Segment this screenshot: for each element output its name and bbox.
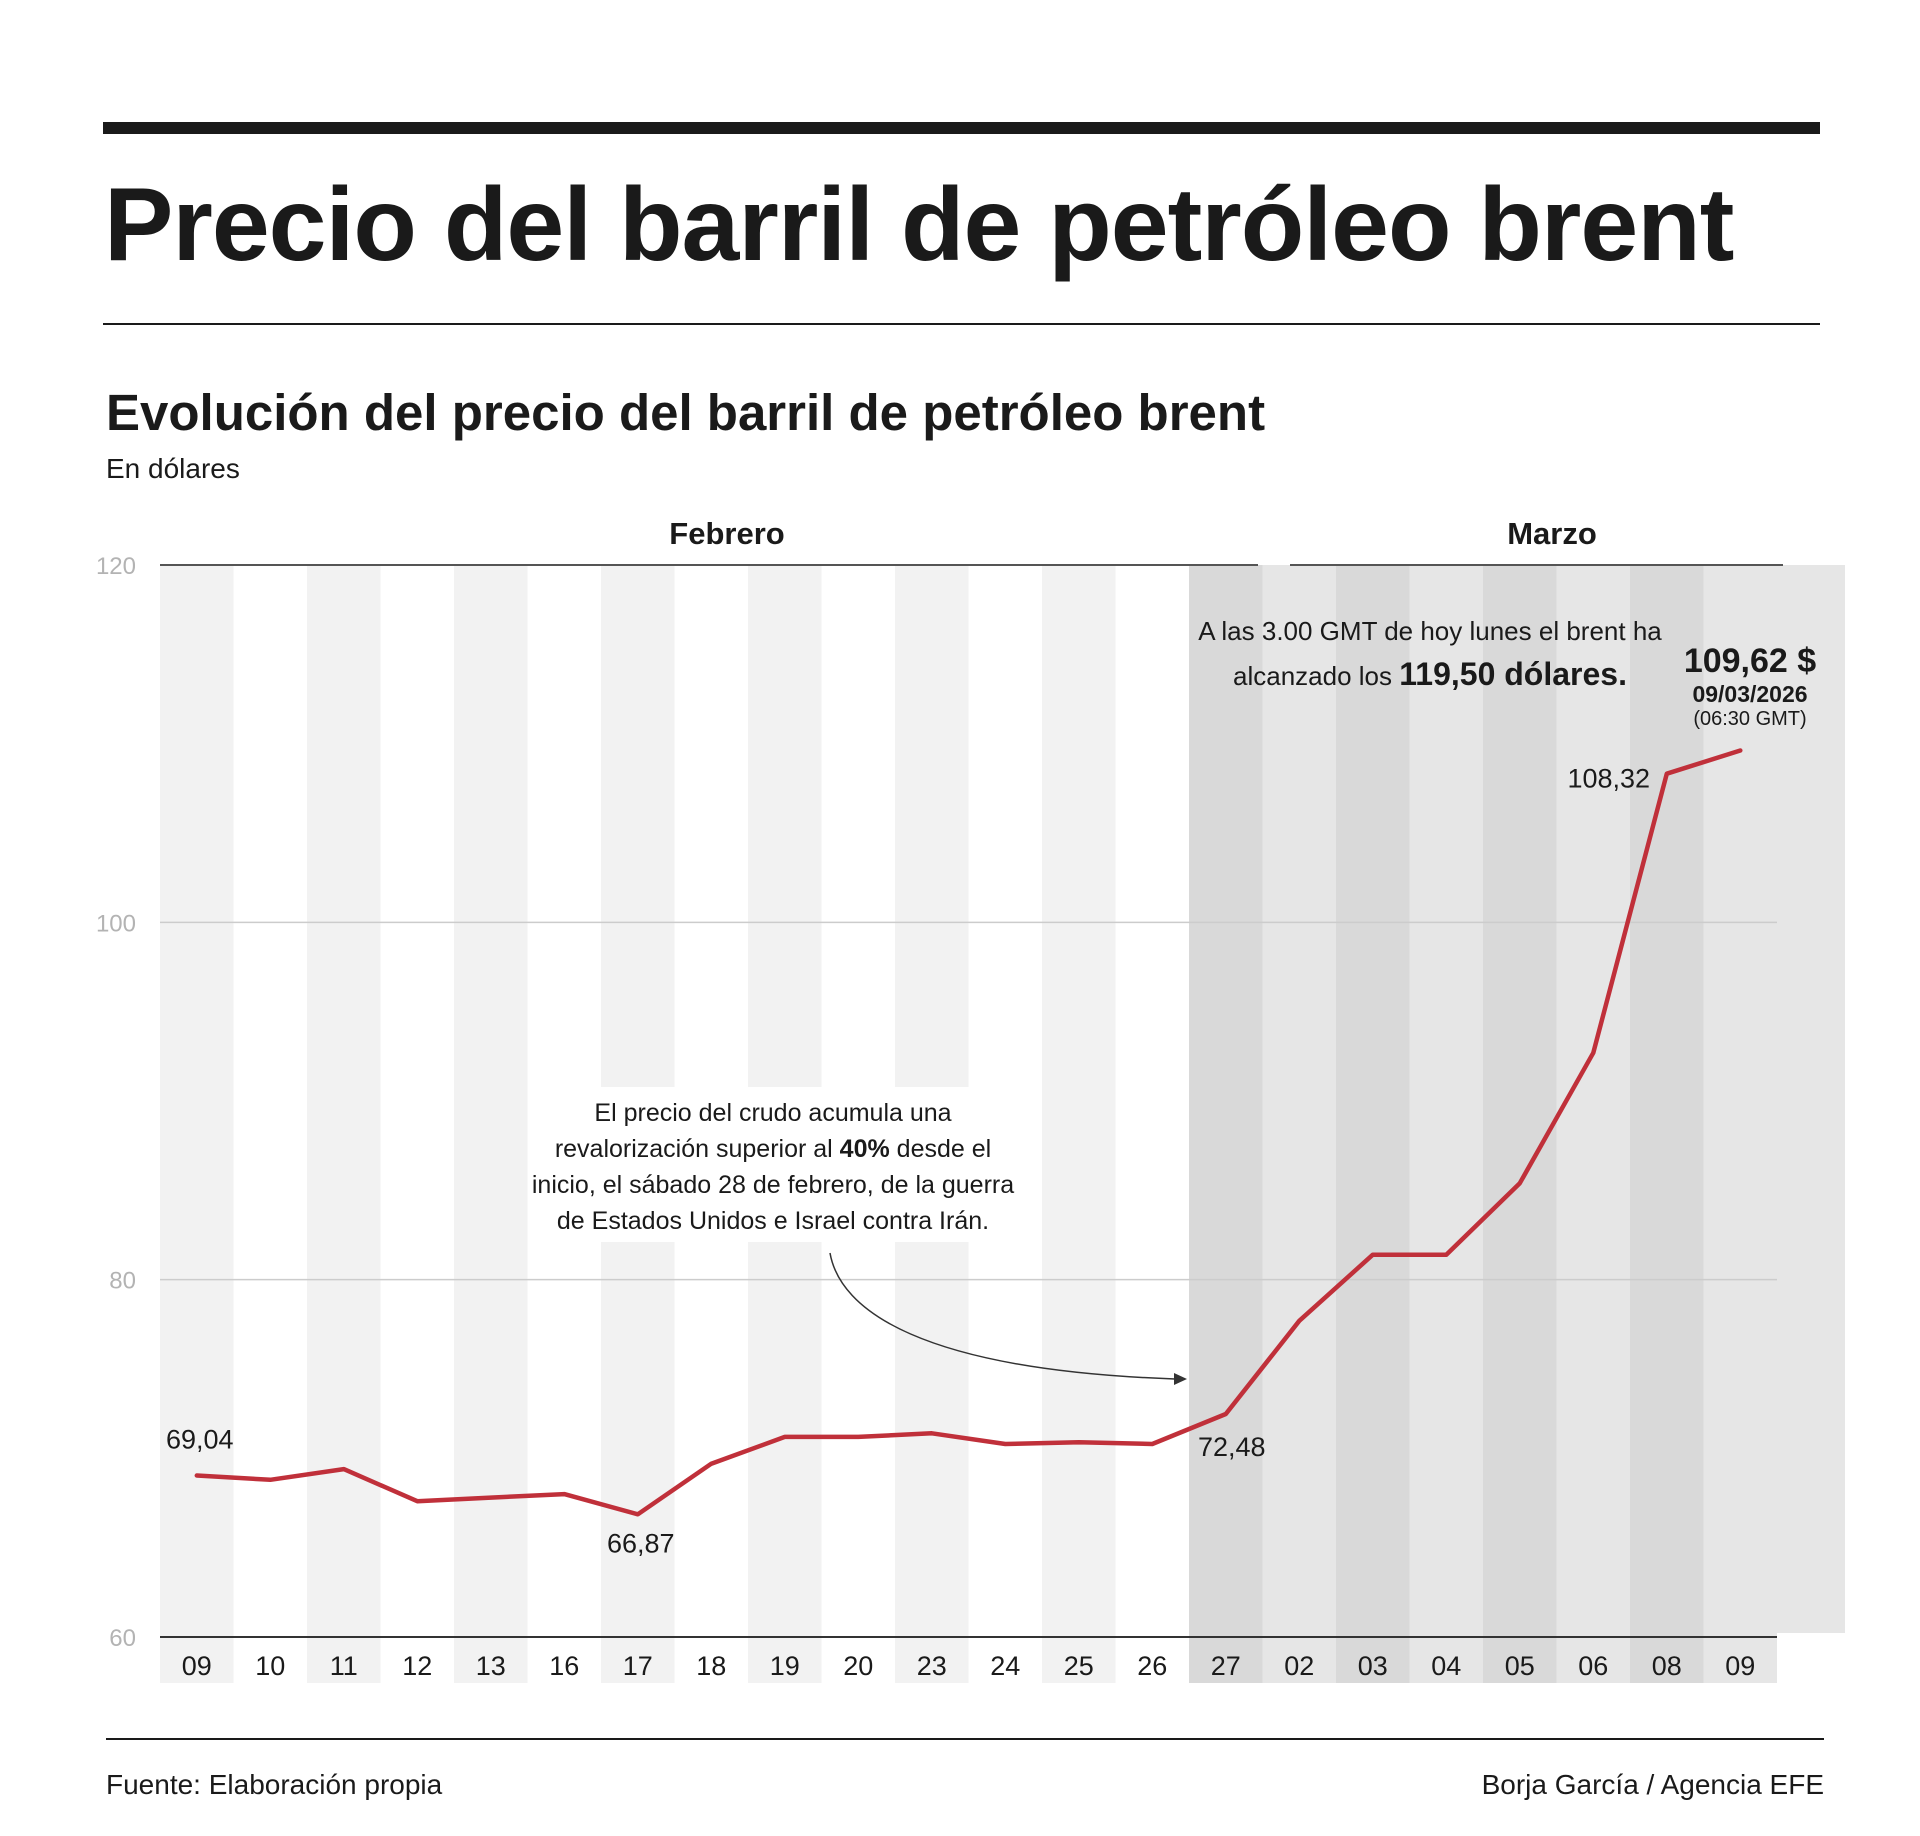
column-band: [1115, 565, 1189, 1683]
annotation-middle-line3: inicio, el sábado 28 de febrero, de la g…: [531, 1171, 1015, 1199]
gridlines: [160, 564, 1783, 1638]
page-title: Precio del barril de petróleo brent: [104, 167, 1734, 283]
column-band: [307, 565, 381, 1683]
column-band: [1336, 565, 1410, 1683]
source-note: Fuente: Elaboración propia: [106, 1769, 443, 1800]
y-tick-80: 80: [109, 1268, 136, 1295]
x-tick-label: 27: [1211, 1651, 1241, 1681]
x-tick-label: 10: [255, 1651, 285, 1681]
column-band: [160, 565, 234, 1683]
x-tick-label: 08: [1652, 1651, 1682, 1681]
column-band: [454, 565, 528, 1683]
annotation-arrow: [829, 1252, 1187, 1385]
y-tick-100: 100: [96, 910, 136, 937]
x-tick-label: 23: [917, 1651, 947, 1681]
credit-note: Borja García / Agencia EFE: [1481, 1769, 1824, 1800]
data-label: 72,48: [1198, 1432, 1266, 1462]
x-tick-label: 05: [1505, 1651, 1535, 1681]
column-band: [1556, 565, 1630, 1683]
annotation-arrow-curve: [829, 1252, 1176, 1380]
chart-unit-label: En dólares: [106, 453, 240, 484]
x-tick-label: 12: [402, 1651, 432, 1681]
series-brent-line: [194, 748, 1743, 1517]
x-tick-label: 03: [1358, 1651, 1388, 1681]
x-tick-label: 24: [990, 1651, 1020, 1681]
annotation-middle-line4: de Estados Unidos e Israel contra Irán.: [556, 1207, 990, 1235]
x-tick-label: 04: [1431, 1651, 1461, 1681]
final-value: 109,62 $: [1683, 642, 1817, 680]
data-label: 108,32: [1567, 764, 1650, 794]
title-rule: [103, 323, 1820, 325]
annotation-middle-line1: El precio del crudo acumula una: [594, 1099, 952, 1127]
annotation-top-line2: alcanzado los 119,50 dólares.: [1180, 653, 1680, 698]
month-headers: Febrero Marzo: [669, 516, 1597, 551]
x-tick-label: 19: [770, 1651, 800, 1681]
column-band: [1042, 565, 1116, 1683]
x-tick-label: 26: [1137, 1651, 1167, 1681]
final-date: 09/03/2026: [1692, 681, 1808, 708]
column-band: [1483, 565, 1557, 1683]
annotation-arrowhead: [1174, 1373, 1187, 1385]
month-label-marzo: Marzo: [1507, 516, 1597, 551]
annotation-middle: El precio del crudo acumula una revalori…: [528, 1087, 1018, 1242]
y-tick-60: 60: [109, 1625, 136, 1652]
x-tick-label: 02: [1284, 1651, 1314, 1681]
chart-title: Evolución del precio del barril de petró…: [106, 384, 1266, 441]
highlight-extension: [1777, 565, 1845, 1633]
annotation-top-line1: A las 3.00 GMT de hoy lunes el brent ha: [1198, 616, 1662, 646]
column-bands: [160, 565, 1845, 1683]
top-rule: [103, 122, 1820, 134]
annotation-top: A las 3.00 GMT de hoy lunes el brent ha …: [1180, 610, 1680, 698]
y-tick-120: 120: [96, 553, 136, 580]
x-tick-label: 16: [549, 1651, 579, 1681]
column-band: [1703, 565, 1777, 1683]
data-label: 66,87: [607, 1528, 675, 1558]
column-band: [1262, 565, 1336, 1683]
x-tick-label: 17: [623, 1651, 653, 1681]
annotation-middle-line2-post: desde el: [889, 1135, 992, 1163]
annotation-top-highlight: 119,50 dólares.: [1399, 656, 1627, 692]
series-line: [194, 748, 1743, 1517]
final-value-label: 109,62 $ 09/03/2026 (06:30 GMT): [1680, 642, 1820, 731]
x-tick-label: 13: [476, 1651, 506, 1681]
column-band: [1189, 565, 1263, 1683]
x-tick-label: 06: [1578, 1651, 1608, 1681]
annotation-middle-highlight: 40%: [839, 1135, 890, 1163]
data-label: 69,04: [166, 1424, 234, 1454]
annotation-middle-line2-pre: revalorización superior al: [554, 1135, 840, 1163]
data-labels: 69,04 66,87 72,48 108,32: [166, 764, 1650, 1559]
x-tick-label: 09: [1725, 1651, 1755, 1681]
x-tick-label: 18: [696, 1651, 726, 1681]
bottom-rule: [106, 1738, 1824, 1740]
x-tick-label: 09: [182, 1651, 212, 1681]
column-band: [1630, 565, 1704, 1683]
y-axis-ticks: 60 80 100 120: [96, 553, 136, 1652]
annotation-top-line2-text: alcanzado los: [1233, 661, 1400, 691]
annotation-middle-line2: revalorización superior al 40% desde el: [528, 1131, 1018, 1167]
final-time: (06:30 GMT): [1693, 707, 1807, 730]
column-band: [1409, 565, 1483, 1683]
x-tick-label: 11: [330, 1651, 358, 1681]
x-tick-label: 20: [843, 1651, 873, 1681]
column-band: [233, 565, 307, 1683]
month-label-febrero: Febrero: [669, 516, 784, 551]
column-band: [380, 565, 454, 1683]
x-tick-label: 25: [1064, 1651, 1094, 1681]
x-axis-ticks: 09 10 11 12 13 16 17 18 19 20 23 24 25 26 27 02 03 04 05 06…: [182, 1651, 1756, 1681]
